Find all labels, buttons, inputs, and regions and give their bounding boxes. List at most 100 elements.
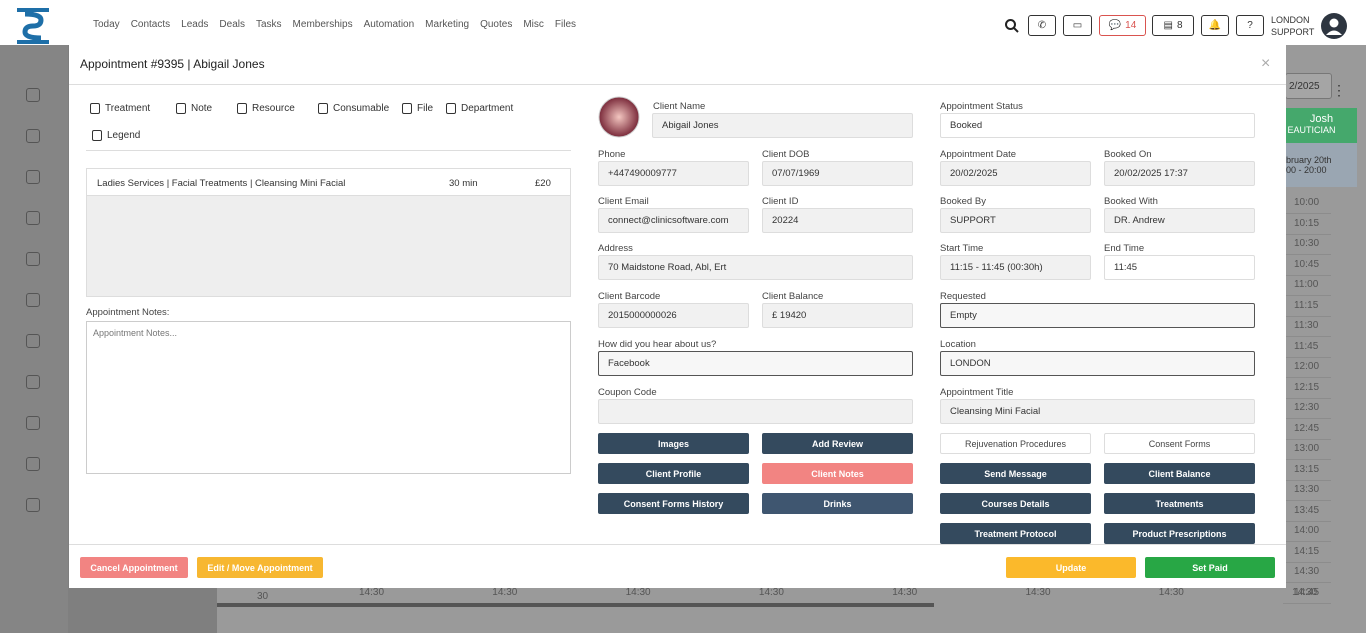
action-button[interactable]: Add Review <box>762 433 913 454</box>
user-label[interactable]: LONDON SUPPORT <box>1271 14 1314 38</box>
sidebar-icon[interactable] <box>26 170 40 184</box>
treatment-row[interactable]: Ladies Services | Facial Treatments | Cl… <box>87 169 570 196</box>
tab[interactable]: File <box>402 103 433 114</box>
field-input[interactable]: 70 Maidstone Road, Abl, Ert <box>598 255 913 280</box>
nav-item[interactable]: Automation <box>363 19 415 30</box>
calendar-time: 10:30 <box>1294 238 1320 249</box>
user-avatar[interactable] <box>1321 13 1347 39</box>
field-input[interactable]: 20/02/2025 17:37 <box>1104 161 1255 186</box>
store-button[interactable]: ▤ 8 <box>1152 15 1194 36</box>
field-input[interactable]: Facebook <box>598 351 913 376</box>
set-paid-button[interactable]: Set Paid <box>1145 557 1275 578</box>
tab[interactable]: Resource <box>237 103 295 114</box>
nav-item[interactable]: Leads <box>181 19 209 30</box>
action-button[interactable]: Rejuvenation Procedures <box>940 433 1091 454</box>
search-icon[interactable] <box>1005 19 1019 33</box>
field-input[interactable]: £ 19420 <box>762 303 913 328</box>
field-input[interactable]: Empty <box>940 303 1255 328</box>
sidebar-icon[interactable] <box>26 293 40 307</box>
field-input[interactable]: 11:45 <box>1104 255 1255 280</box>
calendar-time: 13:00 <box>1294 443 1320 454</box>
logo <box>17 8 49 44</box>
hours-label: 00 - 20:00 <box>1286 165 1327 175</box>
field-value: DR. Andrew <box>1114 215 1165 226</box>
nav-item[interactable]: Marketing <box>425 19 470 30</box>
treatment-price: £20 <box>535 178 551 189</box>
field-input[interactable]: Booked <box>940 113 1255 138</box>
sidebar-icon[interactable] <box>26 498 40 512</box>
modal-header: Appointment #9395 | Abigail Jones × <box>69 45 1286 85</box>
update-button[interactable]: Update <box>1006 557 1136 578</box>
sidebar-icon[interactable] <box>26 457 40 471</box>
nav-item[interactable]: Tasks <box>255 19 282 30</box>
nav-item[interactable]: Quotes <box>480 19 513 30</box>
action-button[interactable]: Client Profile <box>598 463 749 484</box>
action-button[interactable]: Client Balance <box>1104 463 1255 484</box>
nav-item[interactable]: Today <box>93 19 120 30</box>
help-button[interactable]: ? <box>1236 15 1264 36</box>
notes-textarea[interactable]: Appointment Notes... <box>86 321 571 474</box>
nav-item[interactable]: Files <box>554 19 577 30</box>
action-button[interactable]: Treatment Protocol <box>940 523 1091 544</box>
cancel-button[interactable]: Cancel Appointment <box>80 557 188 578</box>
calendar-line <box>1283 356 1331 358</box>
sidebar-icon[interactable] <box>26 375 40 389</box>
field-label: Address <box>598 243 633 254</box>
field-input[interactable]: Cleansing Mini Facial <box>940 399 1255 424</box>
tab-icon <box>402 103 412 114</box>
field-input[interactable]: DR. Andrew <box>1104 208 1255 233</box>
action-button[interactable]: Courses Details <box>940 493 1091 514</box>
action-button[interactable]: Product Prescriptions <box>1104 523 1255 544</box>
action-button[interactable]: Send Message <box>940 463 1091 484</box>
tab[interactable]: Consumable <box>318 103 389 114</box>
tab[interactable]: Note <box>176 103 212 114</box>
calendar-line <box>1283 233 1331 235</box>
close-button[interactable]: × <box>1261 55 1271 72</box>
field-input[interactable]: LONDON <box>940 351 1255 376</box>
edit-button[interactable]: Edit / Move Appointment <box>197 557 323 578</box>
field-input[interactable]: Abigail Jones <box>652 113 913 138</box>
calendar-time: 13:15 <box>1294 463 1320 475</box>
field-input[interactable]: SUPPORT <box>940 208 1091 233</box>
phone-button[interactable]: ✆ <box>1028 15 1056 36</box>
field-input[interactable]: connect@clinicsoftware.com <box>598 208 749 233</box>
field-input[interactable] <box>598 399 913 424</box>
calendar-bottom-time: 14:30 <box>758 587 784 598</box>
action-button[interactable]: Client Notes <box>762 463 913 484</box>
inbox-button[interactable]: ▭ <box>1063 15 1092 36</box>
nav-item[interactable]: Memberships <box>292 19 353 30</box>
sidebar-icon[interactable] <box>26 88 40 102</box>
field-input[interactable]: 20/02/2025 <box>940 161 1091 186</box>
sidebar-icon[interactable] <box>26 129 40 143</box>
sidebar-icon[interactable] <box>26 252 40 266</box>
tab-icon <box>318 103 328 114</box>
nav-item[interactable]: Contacts <box>130 19 171 30</box>
field-input[interactable]: 20224 <box>762 208 913 233</box>
tab[interactable]: Department <box>446 103 513 114</box>
action-button[interactable]: Treatments <box>1104 493 1255 514</box>
field-label: Requested <box>940 291 986 302</box>
bell-button[interactable]: 🔔 <box>1201 15 1229 36</box>
nav-item[interactable]: Misc <box>523 19 544 30</box>
sidebar-icon[interactable] <box>26 211 40 225</box>
calendar-bottom-time: 14:30 <box>1158 587 1184 598</box>
tab[interactable]: Treatment <box>90 103 150 114</box>
tab[interactable]: Legend <box>92 130 140 141</box>
sidebar-icon[interactable] <box>26 416 40 430</box>
nav-item[interactable]: Deals <box>219 19 245 30</box>
field-input[interactable]: 07/07/1969 <box>762 161 913 186</box>
field-input[interactable]: 11:15 - 11:45 (00:30h) <box>940 255 1091 280</box>
messages-button[interactable]: 💬 14 <box>1099 15 1146 36</box>
field-value: Abigail Jones <box>662 120 719 131</box>
field-label: How did you hear about us? <box>598 339 717 350</box>
calendar-time: 12:15 <box>1294 381 1320 393</box>
action-button[interactable]: Consent Forms <box>1104 433 1255 454</box>
action-button[interactable]: Images <box>598 433 749 454</box>
field-label: Booked By <box>940 196 986 207</box>
field-input[interactable]: 2015000000026 <box>598 303 749 328</box>
action-button[interactable]: Drinks <box>762 493 913 514</box>
action-button[interactable]: Consent Forms History <box>598 493 749 514</box>
sidebar-icon[interactable] <box>26 334 40 348</box>
field-input[interactable]: +447490009777 <box>598 161 749 186</box>
